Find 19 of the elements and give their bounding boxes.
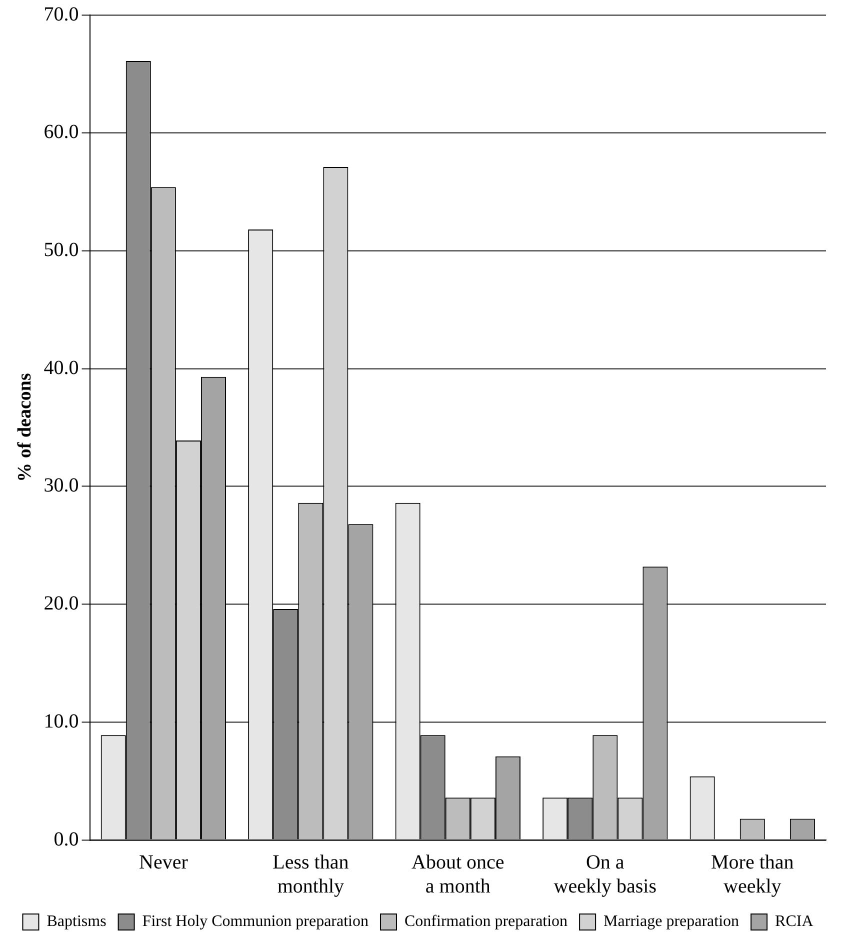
x-tick-label: Less than monthly — [272, 851, 349, 898]
y-tick-label: 0.0 — [54, 828, 79, 850]
x-tick-label: On a weekly basis — [554, 851, 657, 898]
y-tick-label: 40.0 — [44, 356, 79, 379]
y-tick-label: 70.0 — [44, 3, 79, 26]
y-tick-label: 60.0 — [44, 121, 79, 144]
x-tick-label: More than weekly — [710, 851, 794, 898]
legend-label: RCIA — [775, 913, 814, 930]
y-axis-title: % of deacons — [14, 373, 36, 482]
legend-label: Baptisms — [46, 913, 106, 930]
x-tick-label: Never — [138, 851, 188, 874]
x-tick-label: About once a month — [412, 851, 504, 898]
y-tick-label: 30.0 — [44, 474, 79, 497]
y-tick-label: 20.0 — [44, 592, 79, 615]
y-tick-label: 50.0 — [44, 238, 79, 261]
y-tick-label: 10.0 — [44, 710, 79, 732]
legend-label: Marriage preparation — [604, 913, 740, 930]
legend-label: First Holy Communion preparation — [142, 913, 368, 930]
legend-label: Confirmation preparation — [404, 913, 568, 930]
